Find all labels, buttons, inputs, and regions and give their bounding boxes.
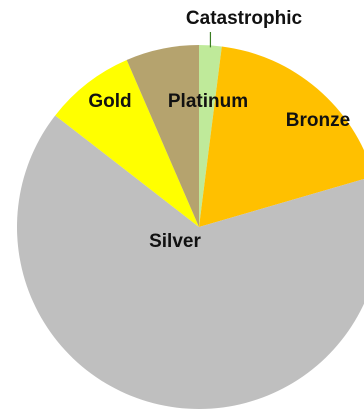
pie-slice-platinum [126,45,199,227]
pie-slice-silver [17,115,364,409]
slice-label-bronze: Bronze [286,110,350,131]
slice-label-platinum: Platinum [168,91,248,112]
slice-label-catastrophic: Catastrophic [186,8,303,29]
pie-slice-catastrophic [199,45,222,227]
pie-slices [17,45,364,409]
pie-slice-bronze [199,46,364,227]
slice-label-gold: Gold [88,91,131,112]
pie-slice-gold [55,59,199,227]
slice-label-silver: Silver [149,231,201,252]
pie-labels: Catastrophic Bronze Silver Gold Platinum [88,8,350,252]
